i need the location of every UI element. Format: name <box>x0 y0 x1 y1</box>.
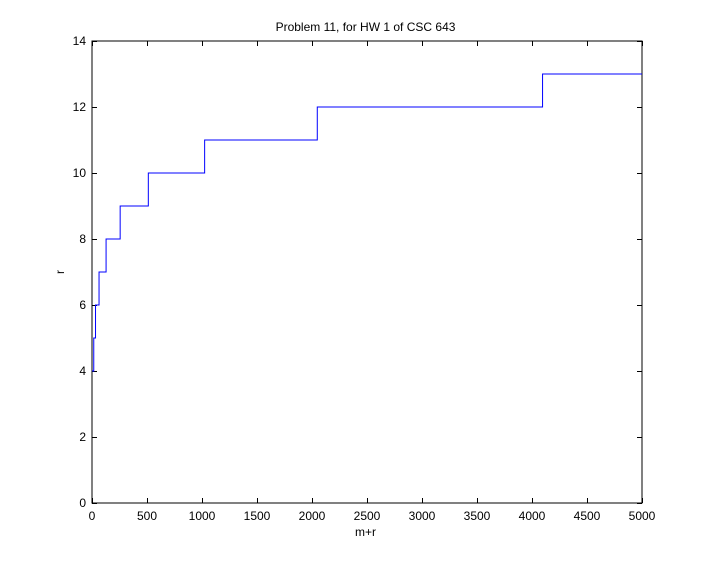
x-tick-label-8: 4000 <box>519 509 546 523</box>
y-axis-label: r <box>53 270 67 274</box>
y-tick-label-4: 8 <box>79 232 86 246</box>
plot-area: 0 500 1000 1500 2000 2500 3000 3500 4000 4500 5000… <box>73 34 656 523</box>
x-tick-label-5: 2500 <box>354 509 381 523</box>
x-tick-label-4: 2000 <box>299 509 326 523</box>
y-tick-label-1: 2 <box>79 430 86 444</box>
y-tick-label-3: 6 <box>79 298 86 312</box>
x-axis-label: m+r <box>355 525 376 539</box>
y-tick-label-0: 0 <box>79 496 86 510</box>
x-tick-label-6: 3000 <box>409 509 436 523</box>
chart-title: Problem 11, for HW 1 of CSC 643 <box>276 20 456 34</box>
x-tick-label-7: 3500 <box>464 509 491 523</box>
x-tick-label-0: 0 <box>89 509 96 523</box>
y-tick-label-5: 10 <box>73 166 87 180</box>
y-tick-label-7: 14 <box>73 34 87 48</box>
y-tick-label-2: 4 <box>79 364 86 378</box>
x-tick-label-10: 5000 <box>629 509 656 523</box>
x-tick-label-9: 4500 <box>574 509 601 523</box>
x-tick-label-2: 1000 <box>189 509 216 523</box>
series-line-0 <box>92 73 642 372</box>
x-tick-label-1: 500 <box>137 509 157 523</box>
y-tick-label-6: 12 <box>73 100 87 114</box>
x-tick-label-3: 1500 <box>244 509 271 523</box>
